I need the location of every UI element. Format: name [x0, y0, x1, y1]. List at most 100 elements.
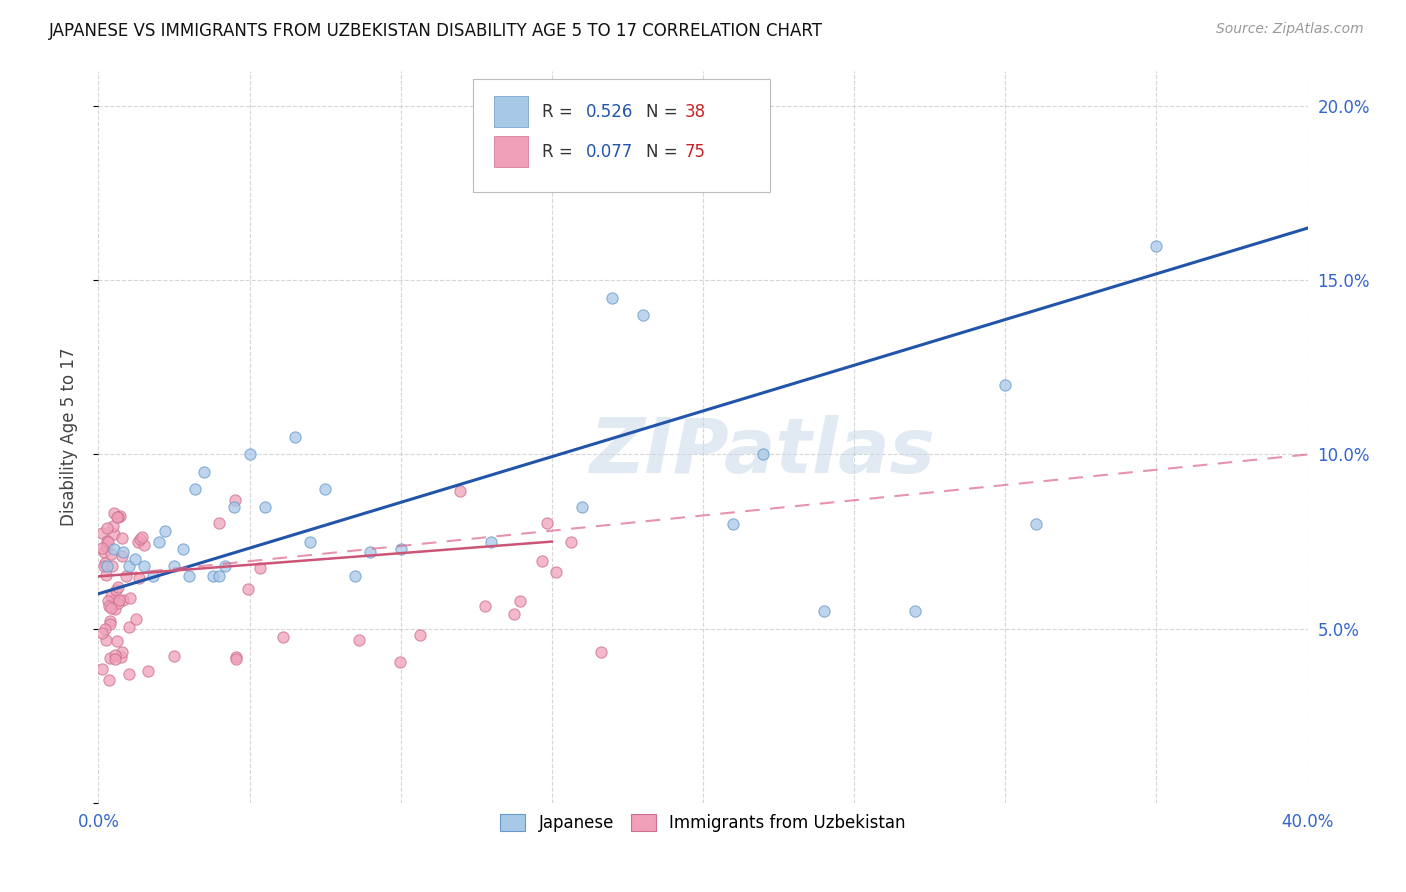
Point [111, 531, 134, 545]
Y-axis label: Disability Age 5 to 17: Disability Age 5 to 17 [59, 348, 77, 526]
Point [111, 593, 134, 607]
Point [110, 650, 132, 665]
Point [184, 483, 207, 497]
Text: R =: R = [543, 143, 578, 161]
FancyBboxPatch shape [474, 78, 769, 192]
Point [238, 582, 260, 596]
Point [90, 662, 112, 676]
Point [179, 569, 201, 583]
Point [107, 580, 129, 594]
Point [571, 500, 593, 514]
Point [96, 539, 118, 553]
Point [225, 650, 247, 665]
Text: 75: 75 [685, 143, 706, 161]
Point [127, 535, 149, 549]
Point [389, 541, 412, 556]
Point [98, 617, 121, 632]
Point [1144, 238, 1167, 252]
Point [148, 534, 170, 549]
Point [105, 633, 128, 648]
Point [531, 554, 554, 568]
Point [107, 510, 129, 524]
Point [208, 569, 231, 583]
FancyBboxPatch shape [494, 136, 527, 167]
Point [97, 599, 120, 614]
Point [132, 558, 155, 573]
Point [111, 645, 134, 659]
Text: N =: N = [647, 103, 683, 120]
Point [249, 560, 271, 574]
Point [239, 448, 262, 462]
Point [111, 549, 134, 563]
Point [631, 308, 654, 322]
Point [93, 544, 115, 558]
Point [142, 569, 165, 583]
Point [271, 631, 294, 645]
Point [314, 483, 336, 497]
Point [98, 673, 121, 687]
Point [193, 465, 215, 479]
Point [103, 591, 125, 606]
Point [813, 604, 835, 618]
Point [389, 655, 412, 669]
Point [103, 527, 125, 541]
Point [104, 601, 127, 615]
Point [284, 430, 307, 444]
Point [96, 521, 118, 535]
Point [360, 545, 382, 559]
Text: 0.526: 0.526 [586, 103, 633, 120]
Point [136, 664, 159, 678]
Point [994, 377, 1017, 392]
Point [253, 500, 276, 514]
Point [90, 526, 112, 541]
Point [153, 524, 176, 538]
Point [208, 516, 231, 530]
Point [129, 533, 152, 547]
Text: ZIPatlas: ZIPatlas [591, 415, 936, 489]
Point [536, 516, 558, 530]
Point [97, 593, 120, 607]
Point [108, 593, 131, 607]
Point [224, 492, 246, 507]
Point [100, 547, 122, 561]
Point [723, 517, 745, 532]
Point [408, 628, 430, 642]
Text: Source: ZipAtlas.com: Source: ZipAtlas.com [1216, 22, 1364, 37]
Point [134, 538, 156, 552]
FancyBboxPatch shape [494, 96, 527, 127]
Point [108, 509, 131, 524]
Point [118, 666, 141, 681]
Point [115, 569, 138, 583]
Point [225, 652, 247, 666]
Point [163, 558, 186, 573]
Point [97, 535, 120, 549]
Point [94, 568, 117, 582]
Point [589, 645, 612, 659]
Point [118, 591, 141, 605]
Point [752, 448, 775, 462]
Point [96, 632, 118, 647]
Point [104, 582, 127, 597]
Point [104, 651, 127, 665]
Point [124, 552, 146, 566]
Point [93, 559, 115, 574]
Point [481, 534, 503, 549]
Point [94, 622, 117, 636]
Point [299, 534, 322, 549]
Point [224, 500, 246, 514]
Text: R =: R = [543, 103, 578, 120]
Point [100, 589, 122, 603]
Point [94, 557, 117, 571]
Point [602, 291, 624, 305]
Point [163, 648, 186, 663]
Point [214, 558, 236, 573]
Point [91, 625, 114, 640]
Point [449, 483, 471, 498]
Point [124, 612, 146, 626]
Point [560, 535, 582, 549]
Text: 0.077: 0.077 [586, 143, 633, 161]
Point [100, 559, 122, 574]
Point [344, 569, 367, 583]
Point [347, 633, 370, 648]
Point [105, 509, 128, 524]
